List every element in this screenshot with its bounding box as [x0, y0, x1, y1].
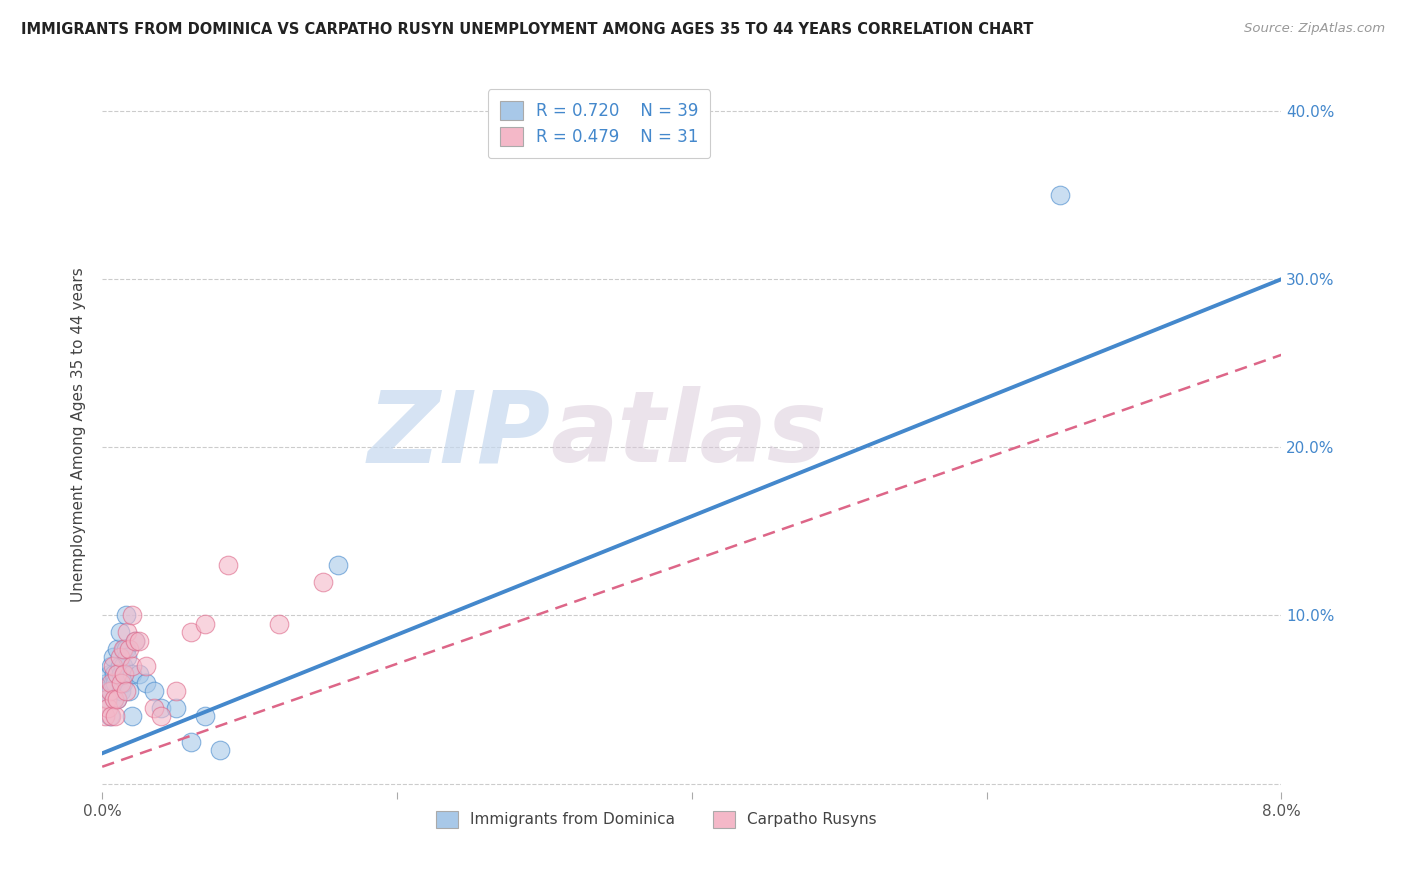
Legend: Immigrants from Dominica, Carpatho Rusyns: Immigrants from Dominica, Carpatho Rusyn…	[430, 805, 883, 834]
Point	[180, 734, 202, 748]
Point	[112, 667, 135, 681]
Point	[180, 625, 202, 640]
Text: atlas: atlas	[550, 386, 827, 483]
Point	[97, 692, 120, 706]
Point	[142, 684, 165, 698]
Point	[100, 709, 122, 723]
Point	[98, 709, 121, 723]
Point	[1049, 188, 1071, 202]
Point	[150, 709, 173, 723]
Point	[98, 684, 121, 698]
Point	[165, 684, 187, 698]
Text: Source: ZipAtlas.com: Source: ZipAtlas.com	[1244, 22, 1385, 36]
Point	[121, 709, 143, 723]
Point	[97, 701, 120, 715]
Point	[111, 675, 134, 690]
Point	[96, 692, 118, 706]
Point	[104, 709, 127, 723]
Point	[105, 692, 128, 706]
Text: IMMIGRANTS FROM DOMINICA VS CARPATHO RUSYN UNEMPLOYMENT AMONG AGES 35 TO 44 YEAR: IMMIGRANTS FROM DOMINICA VS CARPATHO RUS…	[21, 22, 1033, 37]
Point	[103, 667, 125, 681]
Point	[103, 692, 125, 706]
Point	[110, 675, 132, 690]
Point	[101, 650, 124, 665]
Point	[110, 667, 132, 681]
Point	[326, 558, 349, 572]
Point	[118, 684, 141, 698]
Point	[121, 658, 143, 673]
Point	[118, 642, 141, 657]
Point	[142, 701, 165, 715]
Point	[98, 667, 121, 681]
Point	[150, 701, 173, 715]
Point	[128, 633, 150, 648]
Point	[117, 625, 139, 640]
Point	[103, 692, 125, 706]
Point	[101, 658, 124, 673]
Point	[108, 650, 131, 665]
Point	[217, 558, 239, 572]
Point	[124, 633, 146, 648]
Point	[96, 675, 118, 690]
Point	[100, 675, 122, 690]
Point	[114, 684, 136, 698]
Point	[117, 650, 139, 665]
Text: ZIP: ZIP	[367, 386, 550, 483]
Point	[100, 658, 122, 673]
Point	[209, 743, 232, 757]
Point	[114, 608, 136, 623]
Point	[112, 667, 135, 681]
Point	[108, 658, 131, 673]
Point	[111, 658, 134, 673]
Point	[128, 667, 150, 681]
Point	[135, 658, 157, 673]
Point	[105, 642, 128, 657]
Point	[121, 608, 143, 623]
Point	[121, 667, 143, 681]
Point	[312, 574, 335, 589]
Point	[114, 642, 136, 657]
Point	[267, 616, 290, 631]
Y-axis label: Unemployment Among Ages 35 to 44 years: Unemployment Among Ages 35 to 44 years	[72, 268, 86, 602]
Point	[104, 675, 127, 690]
Point	[124, 633, 146, 648]
Point	[105, 667, 128, 681]
Point	[110, 684, 132, 698]
Point	[112, 642, 135, 657]
Point	[194, 709, 217, 723]
Point	[108, 625, 131, 640]
Point	[194, 616, 217, 631]
Point	[100, 684, 122, 698]
Point	[105, 692, 128, 706]
Point	[165, 701, 187, 715]
Point	[101, 675, 124, 690]
Point	[94, 684, 117, 698]
Point	[94, 709, 117, 723]
Point	[135, 675, 157, 690]
Point	[111, 642, 134, 657]
